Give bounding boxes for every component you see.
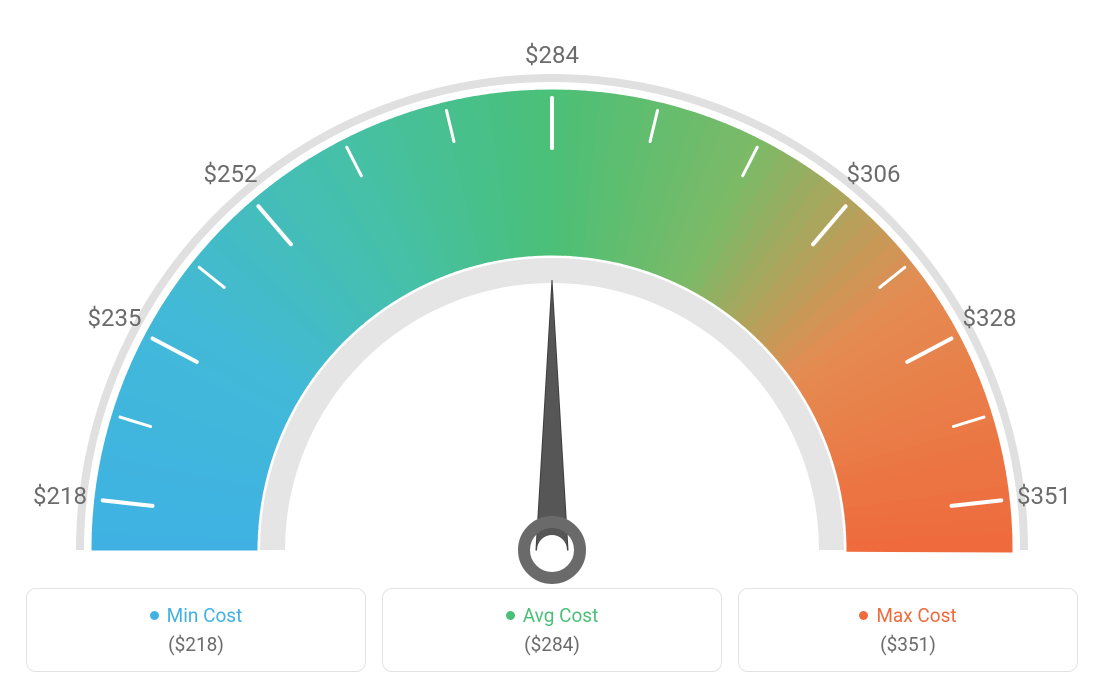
- legend-max-value: ($351): [880, 633, 936, 656]
- legend-row: Min Cost ($218) Avg Cost ($284) Max Cost…: [26, 588, 1078, 672]
- legend-avg-label: Avg Cost: [523, 604, 599, 627]
- dot-max: [859, 611, 868, 620]
- gauge-tick-label: $306: [846, 160, 900, 188]
- gauge-tick-label: $328: [962, 304, 1016, 332]
- legend-avg-value: ($284): [524, 633, 580, 656]
- legend-max-top: Max Cost: [859, 604, 956, 627]
- gauge-svg: [22, 10, 1082, 590]
- legend-min-top: Min Cost: [150, 604, 243, 627]
- legend-min-label: Min Cost: [167, 604, 243, 627]
- dot-min: [150, 611, 159, 620]
- legend-card-max: Max Cost ($351): [738, 588, 1078, 672]
- dot-avg: [506, 611, 515, 620]
- gauge-tick-label: $252: [204, 160, 258, 188]
- legend-max-label: Max Cost: [876, 604, 956, 627]
- legend-avg-top: Avg Cost: [506, 604, 599, 627]
- gauge-tick-label: $284: [525, 41, 579, 69]
- gauge-tick-label: $235: [88, 304, 142, 332]
- legend-card-min: Min Cost ($218): [26, 588, 366, 672]
- gauge-tick-label: $351: [1017, 482, 1071, 510]
- gauge-tick-label: $218: [33, 482, 87, 510]
- gauge-chart: $218 $235 $252 $284 $306 $328 $351: [22, 10, 1082, 570]
- legend-card-avg: Avg Cost ($284): [382, 588, 722, 672]
- legend-min-value: ($218): [168, 633, 224, 656]
